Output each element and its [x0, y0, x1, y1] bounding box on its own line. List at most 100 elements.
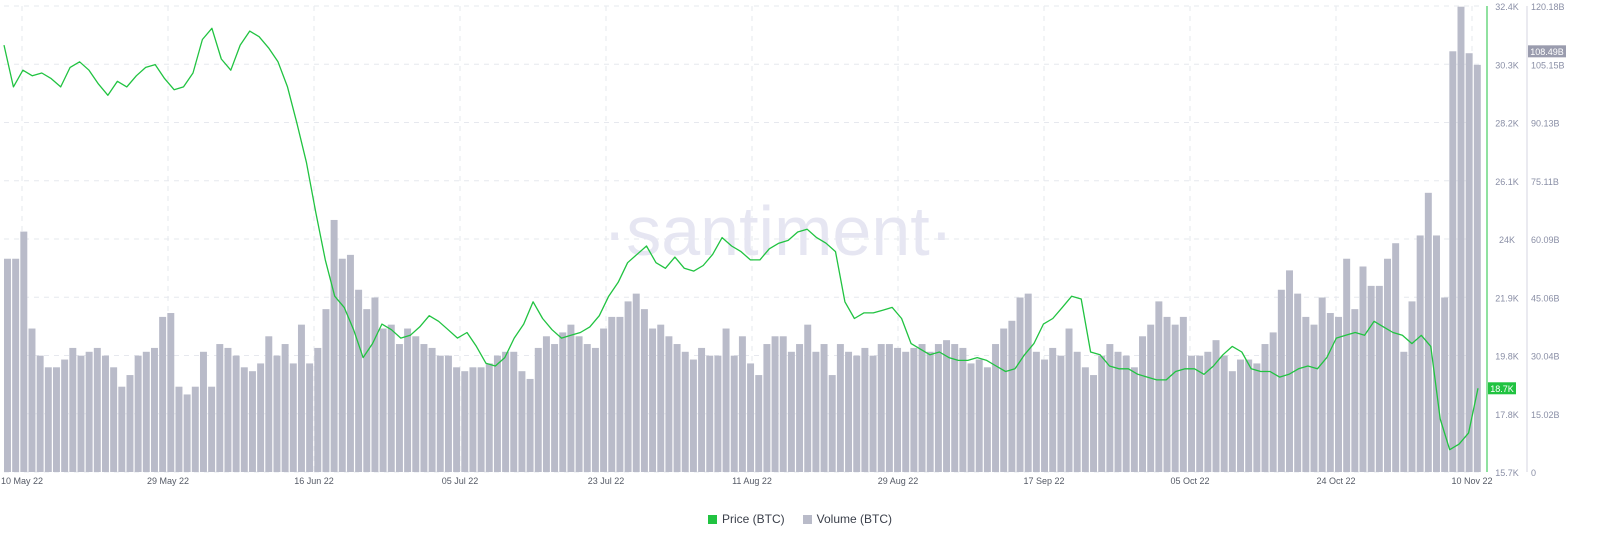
volume-bar — [44, 367, 52, 472]
volume-bar — [1416, 235, 1424, 472]
volume-bar — [885, 344, 893, 472]
volume-tick-label: 45.06B — [1531, 293, 1560, 303]
price-swatch-icon — [707, 514, 717, 524]
volume-bar — [1098, 355, 1106, 472]
price-tick-label: 21.9K — [1495, 293, 1519, 303]
volume-bar — [1294, 293, 1302, 472]
price-tick-label: 26.1K — [1495, 177, 1519, 187]
x-tick-label: 10 Nov 22 — [1451, 476, 1492, 486]
volume-bar — [1359, 266, 1367, 472]
volume-bar — [469, 367, 477, 472]
volume-bar — [69, 347, 77, 472]
volume-bar — [1147, 324, 1155, 472]
volume-bar — [85, 351, 93, 472]
volume-tick-label: 15.02B — [1531, 410, 1560, 420]
volume-bar — [1449, 51, 1457, 472]
legend-item-volume[interactable]: Volume (BTC) — [802, 512, 892, 526]
volume-bar — [608, 316, 616, 472]
volume-bar — [1139, 336, 1147, 472]
volume-tick-label: 105.15B — [1531, 60, 1565, 70]
volume-bar — [1024, 293, 1032, 472]
price-tick-label: 30.3K — [1495, 60, 1519, 70]
volume-bar — [453, 367, 461, 472]
volume-bar — [322, 309, 330, 472]
volume-bar — [306, 363, 314, 472]
x-tick-label: 05 Jul 22 — [442, 476, 479, 486]
volume-bar — [1269, 332, 1277, 472]
volume-bar — [338, 258, 346, 472]
volume-bar — [387, 324, 395, 472]
volume-bar — [853, 355, 861, 472]
volume-bar — [240, 367, 248, 472]
price-tick-label: 17.8K — [1495, 410, 1519, 420]
volume-bar — [330, 219, 338, 472]
volume-bar — [191, 386, 199, 472]
volume-bar — [730, 355, 738, 472]
volume-bar — [926, 351, 934, 472]
volume-bar — [134, 355, 142, 472]
volume-bar — [861, 347, 869, 472]
volume-bar — [510, 351, 518, 472]
volume-bar — [934, 344, 942, 472]
volume-bar — [1073, 351, 1081, 472]
x-tick-label: 23 Jul 22 — [588, 476, 625, 486]
volume-bar — [199, 351, 207, 472]
volume-bar — [1433, 235, 1440, 472]
volume-bar — [273, 355, 281, 472]
volume-bar — [297, 324, 305, 472]
volume-bar — [600, 328, 608, 472]
volume-bar — [1408, 301, 1416, 472]
volume-bar — [346, 254, 354, 472]
volume-bar — [1220, 355, 1228, 472]
volume-bar — [28, 328, 36, 472]
volume-bar — [657, 324, 665, 472]
current-price-label: 18.7K — [1490, 384, 1514, 394]
x-tick-label: 05 Oct 22 — [1170, 476, 1209, 486]
volume-bar — [1473, 64, 1481, 472]
volume-bar — [110, 367, 118, 472]
x-tick-label: 10 May 22 — [1, 476, 43, 486]
volume-bar — [534, 347, 542, 472]
volume-bar — [845, 351, 853, 472]
volume-bar — [208, 386, 216, 472]
volume-bar — [681, 351, 689, 472]
volume-bar — [12, 258, 20, 472]
volume-bar — [616, 316, 624, 472]
legend-item-price[interactable]: Price (BTC) — [707, 512, 785, 526]
volume-bar — [502, 351, 510, 472]
volume-tick-label: 75.11B — [1531, 177, 1559, 187]
volume-bar — [959, 347, 967, 472]
volume-bar — [461, 371, 469, 472]
volume-bar — [1457, 6, 1465, 472]
volume-bar — [706, 355, 714, 472]
price-volume-chart: ·santiment· 32.4K 30.3K 28.2K 26.1K 24K 21.9K 1… — [1, 2, 1566, 486]
volume-bar — [869, 355, 877, 472]
volume-bar — [967, 363, 975, 472]
volume-bar — [1155, 301, 1163, 472]
x-tick-label: 29 May 22 — [147, 476, 189, 486]
volume-bar — [828, 375, 836, 472]
volume-bar — [281, 344, 289, 472]
volume-bar — [755, 375, 763, 472]
volume-bar — [1465, 53, 1473, 473]
volume-bar — [526, 378, 534, 472]
volume-bar — [747, 363, 755, 472]
volume-bar — [477, 367, 485, 472]
price-line — [3, 27, 1479, 451]
volume-bar — [1196, 355, 1204, 472]
volume-bar — [61, 359, 69, 472]
volume-bar — [575, 336, 583, 472]
volume-bar — [1245, 359, 1253, 472]
volume-bar — [738, 336, 746, 472]
volume-bar — [787, 351, 795, 472]
volume-bar — [689, 359, 697, 472]
volume-bar — [918, 344, 926, 472]
volume-bar — [101, 355, 109, 472]
volume-bar — [1424, 192, 1432, 472]
volume-bar — [183, 394, 191, 472]
volume-bar — [1032, 351, 1040, 472]
volume-bar — [20, 231, 28, 472]
volume-bar — [159, 316, 167, 472]
volume-bar — [591, 347, 599, 472]
price-tick-label: 32.4K — [1495, 2, 1519, 12]
